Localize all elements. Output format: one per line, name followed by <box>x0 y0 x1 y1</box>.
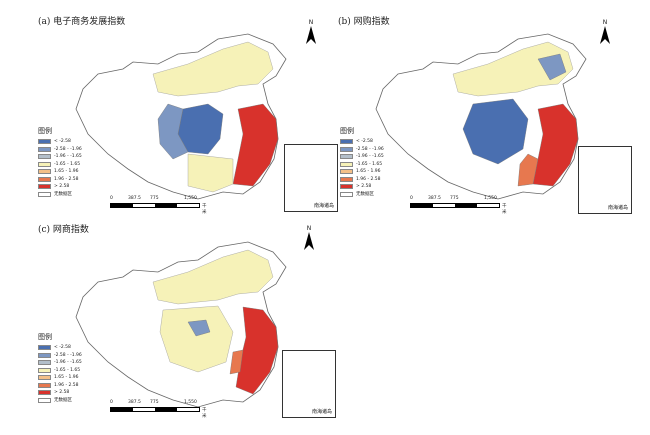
region-northeast <box>537 53 567 81</box>
legend-item: < -2.58 <box>38 344 82 352</box>
legend-item: -1.96 - -1.65 <box>38 359 82 367</box>
scale-tick: 387.5 <box>128 196 141 201</box>
legend-item: 无数据区 <box>38 191 82 199</box>
south-china-sea-inset: 南海诸岛 <box>282 350 336 418</box>
panel-c-title: (c) 网商指数 <box>38 225 89 235</box>
region-south <box>187 153 234 193</box>
legend-a: 图例 < -2.58 -2.58 - -1.96 -1.96 - -1.65 -… <box>38 126 82 198</box>
panel-c-map <box>75 241 287 408</box>
legend-item: 无数据区 <box>38 397 82 405</box>
panel-a-map <box>75 33 287 200</box>
north-label: N <box>308 19 314 26</box>
scale-bar: 0 387.5 775 1,550 千米 <box>110 400 207 419</box>
panel-b-title: (b) 网购指数 <box>338 17 390 27</box>
legend-item: < -2.58 <box>340 138 384 146</box>
panel-b-map <box>375 33 587 200</box>
scale-bar: 0 387.5 775 1,550 千米 <box>110 196 207 215</box>
legend-item: -1.96 - -1.65 <box>340 153 384 161</box>
panel-a-title: (a) 电子商务发展指数 <box>38 17 126 27</box>
scale-tick: 387.5 <box>428 196 441 201</box>
region-southeast-mid <box>517 153 539 187</box>
scale-unit: 千米 <box>202 204 207 215</box>
legend-item: 1.65 - 1.96 <box>38 374 82 382</box>
south-china-sea-inset: 南海诸岛 <box>284 144 338 212</box>
scale-tick: 775 <box>150 196 159 201</box>
north-label: N <box>602 19 608 26</box>
scale-bar: 0 387.5 775 1,550 千米 <box>410 196 507 215</box>
north-arrow: N <box>304 226 314 254</box>
scale-tick: 775 <box>150 400 159 405</box>
legend-title: 图例 <box>340 127 354 135</box>
scale-tick: 775 <box>450 196 459 201</box>
region-central-low <box>462 98 529 165</box>
north-arrow-icon <box>600 26 610 44</box>
legend-c: 图例 < -2.58 -2.58 - -1.96 -1.96 - -1.65 -… <box>38 332 82 404</box>
legend-item: -1.65 - 1.65 <box>340 161 384 169</box>
region-east-high <box>235 306 279 395</box>
scale-unit: 千米 <box>502 204 507 215</box>
region-central <box>159 305 234 373</box>
panel-a: (a) 电子商务发展指数 N 南海诸岛 图例 < -2.58 -2.58 - -… <box>38 14 348 224</box>
legend-item: -2.58 - -1.96 <box>38 146 82 154</box>
legend-item: > 2.58 <box>38 389 82 397</box>
panel-c: (c) 网商指数 N 南海诸岛 图例 < -2.58 -2.58 - -1.96… <box>38 222 348 432</box>
legend-item: < -2.58 <box>38 138 82 146</box>
legend-item: 1.96 - 2.58 <box>38 382 82 390</box>
north-arrow-icon <box>306 26 316 44</box>
north-arrow-icon <box>304 232 314 250</box>
scale-tick: 1,550 <box>184 400 197 405</box>
region-central-low <box>187 319 211 337</box>
legend-item: 1.96 - 2.58 <box>340 176 384 184</box>
legend-title: 图例 <box>38 333 52 341</box>
legend-item: -1.65 - 1.65 <box>38 367 82 375</box>
inset-label: 南海诸岛 <box>311 409 332 415</box>
region-central-mid <box>157 103 189 160</box>
panel-b: (b) 网购指数 N 南海诸岛 图例 < -2.58 -2.58 - -1.96… <box>338 14 648 224</box>
north-arrow: N <box>306 20 316 48</box>
north-arrow: N <box>600 20 610 48</box>
region-north <box>452 41 574 97</box>
south-china-sea-inset: 南海诸岛 <box>578 146 632 214</box>
scale-tick: 1,550 <box>184 196 197 201</box>
region-east-mid <box>229 349 244 375</box>
north-label: N <box>306 225 312 232</box>
inset-label: 南海诸岛 <box>607 205 628 211</box>
legend-item: 无数据区 <box>340 191 384 199</box>
legend-item: -2.58 - -1.96 <box>340 146 384 154</box>
legend-title: 图例 <box>38 127 52 135</box>
scale-tick: 0 <box>410 196 413 201</box>
legend-item: > 2.58 <box>38 183 82 191</box>
region-north <box>152 249 274 305</box>
scale-tick: 0 <box>110 196 113 201</box>
legend-b: 图例 < -2.58 -2.58 - -1.96 -1.96 - -1.65 -… <box>340 126 384 198</box>
legend-item: -2.58 - -1.96 <box>38 352 82 360</box>
legend-item: 1.65 - 1.96 <box>38 168 82 176</box>
scale-tick: 0 <box>110 400 113 405</box>
legend-item: 1.65 - 1.96 <box>340 168 384 176</box>
scale-tick: 1,550 <box>484 196 497 201</box>
scale-tick: 387.5 <box>128 400 141 405</box>
scale-unit: 千米 <box>202 408 207 419</box>
legend-item: > 2.58 <box>340 183 384 191</box>
region-east-high <box>232 103 279 187</box>
legend-item: 1.96 - 2.58 <box>38 176 82 184</box>
inset-label: 南海诸岛 <box>313 203 334 209</box>
region-east-high <box>532 103 579 187</box>
legend-item: -1.65 - 1.65 <box>38 161 82 169</box>
region-north <box>152 41 274 97</box>
legend-item: -1.96 - -1.65 <box>38 153 82 161</box>
